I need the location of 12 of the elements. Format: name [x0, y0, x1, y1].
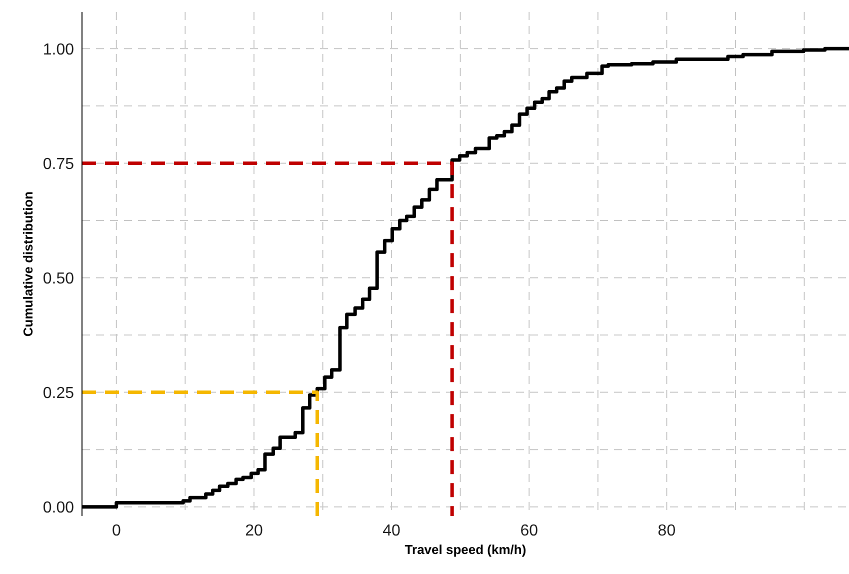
- x-tick-label: 60: [520, 522, 538, 540]
- x-tick-label: 0: [112, 522, 121, 540]
- y-tick-label: 0.25: [42, 384, 74, 402]
- y-tick-label: 1.00: [42, 41, 74, 58]
- x-axis-title: Travel speed (km/h): [404, 542, 526, 557]
- y-tick-label: 0.75: [42, 156, 74, 173]
- y-axis-title: Cumulative distribution: [20, 191, 36, 337]
- x-tick-label: 40: [382, 522, 401, 540]
- x-tick-label: 80: [658, 522, 676, 540]
- x-tick-label: 20: [245, 522, 263, 540]
- y-tick-label: 0.50: [42, 270, 74, 288]
- y-tick-label: 0.00: [42, 500, 74, 517]
